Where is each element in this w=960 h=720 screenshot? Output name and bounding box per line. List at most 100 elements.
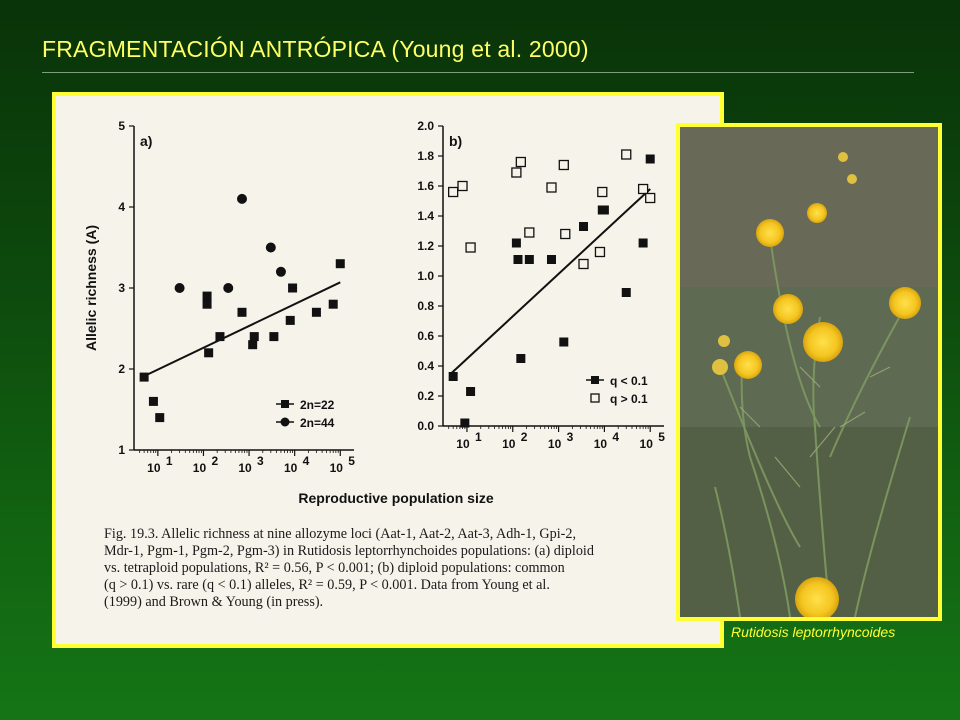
x-tick-exponent: 1: [166, 454, 173, 468]
data-point: [621, 288, 631, 297]
data-point: [465, 242, 476, 253]
panel-label: a): [140, 133, 152, 149]
y-tick-label: 0.6: [417, 329, 434, 343]
y-tick-label: 2: [118, 362, 125, 376]
data-point: [466, 387, 476, 396]
x-tick-label: 10: [456, 437, 470, 451]
x-tick-exponent: 2: [211, 454, 218, 468]
photo-caption: Rutidosis leptorrhyncoides: [731, 624, 896, 640]
data-point: [511, 167, 522, 178]
panel-label: b): [449, 133, 462, 149]
data-point: [457, 180, 468, 192]
x-tick-label: 10: [640, 437, 654, 451]
x-tick-exponent: 2: [521, 430, 528, 444]
data-point: [511, 238, 521, 248]
y-tick-label: 0.0: [417, 419, 434, 433]
y-tick-label: 1.4: [417, 209, 434, 223]
x-tick-label: 10: [594, 437, 608, 451]
data-point: [645, 192, 656, 204]
legend-marker: [591, 376, 599, 384]
y-tick-label: 1: [118, 443, 125, 457]
caption-line: Mdr-1, Pgm-1, Pgm-2, Pgm-3) in Rutidosis…: [104, 543, 594, 559]
data-point: [560, 228, 571, 240]
legend-label: q > 0.1: [610, 392, 648, 406]
y-tick-label: 1.2: [417, 239, 434, 253]
legend-label: 2n=22: [300, 398, 335, 412]
legend-label: 2n=44: [300, 416, 335, 430]
data-point: [249, 332, 259, 342]
data-point: [155, 413, 165, 423]
data-point: [513, 255, 523, 264]
legend-marker: [281, 400, 289, 408]
data-point: [202, 299, 212, 309]
x-tick-exponent: 5: [658, 430, 665, 444]
x-tick-label: 10: [238, 461, 252, 475]
y-tick-label: 1.6: [417, 179, 434, 193]
data-point: [248, 340, 258, 350]
regression-line: [141, 281, 341, 379]
data-point: [638, 238, 648, 248]
caption-line: (1999) and Brown & Young (in press).: [104, 594, 324, 610]
y-tick-label: 0.8: [417, 299, 434, 313]
data-point: [265, 242, 276, 253]
data-point: [448, 186, 459, 198]
x-tick-label: 10: [147, 461, 161, 475]
caption-line: (q > 0.1) vs. rare (q < 0.1) alleles, R²…: [104, 577, 550, 593]
figure-caption: Fig. 19.3. Allelic richness at nine allo…: [104, 526, 664, 611]
data-point: [204, 348, 214, 358]
data-point: [139, 372, 149, 382]
legend-marker: [280, 417, 290, 427]
data-point: [460, 418, 470, 428]
caption-line: Fig. 19.3. Allelic richness at nine allo…: [104, 526, 577, 542]
y-tick-label: 0.2: [417, 389, 434, 403]
data-point: [202, 291, 212, 301]
y-tick-label: 4: [118, 200, 125, 214]
x-tick-exponent: 4: [612, 430, 619, 444]
x-axis-title: Reproductive population size: [298, 490, 493, 506]
data-point: [546, 255, 556, 264]
data-point: [558, 159, 569, 171]
data-point: [311, 307, 321, 317]
allelic-richness-charts: a) 1 2 3 4 5 10 1 10 2 10 3 10 4 10 5 Allelic richness (…: [83, 119, 665, 506]
y-tick-label: 5: [118, 119, 125, 133]
title-divider: [42, 72, 914, 73]
x-tick-label: 10: [330, 461, 344, 475]
data-point: [269, 332, 279, 342]
y-tick-label: 0.4: [417, 359, 434, 373]
rutidosis-flower-image: [680, 127, 938, 617]
legend-label: q < 0.1: [610, 374, 648, 388]
data-point: [524, 255, 534, 264]
data-point: [174, 283, 185, 293]
data-point: [515, 156, 526, 168]
data-point: [516, 354, 526, 363]
data-point: [621, 149, 632, 160]
x-tick-label: 10: [502, 437, 516, 451]
legend-marker: [590, 393, 600, 403]
data-point: [236, 193, 247, 204]
data-point: [328, 299, 338, 309]
data-point: [285, 315, 295, 325]
x-tick-exponent: 3: [567, 430, 574, 444]
x-tick-label: 10: [548, 437, 562, 451]
data-point: [288, 283, 298, 293]
data-point: [597, 186, 608, 198]
x-tick-exponent: 4: [303, 454, 310, 468]
data-point: [237, 307, 247, 317]
data-point: [579, 222, 589, 231]
data-point: [275, 266, 286, 277]
data-point: [524, 227, 535, 238]
y-tick-label: 1.8: [417, 149, 434, 163]
data-point: [223, 283, 234, 293]
y-axis-title: Allelic richness (A): [83, 225, 99, 351]
data-point: [215, 332, 225, 342]
figure-panel: a) 1 2 3 4 5 10 1 10 2 10 3 10 4 10 5 Allelic richness (…: [52, 92, 724, 648]
data-point: [578, 258, 589, 270]
y-tick-label: 1.0: [417, 269, 434, 283]
x-tick-exponent: 5: [348, 454, 355, 468]
data-point: [594, 246, 606, 258]
plant-photo: [676, 123, 942, 621]
x-tick-exponent: 1: [475, 430, 482, 444]
y-tick-label: 3: [118, 281, 125, 295]
data-point: [637, 183, 649, 195]
x-tick-label: 10: [193, 461, 207, 475]
